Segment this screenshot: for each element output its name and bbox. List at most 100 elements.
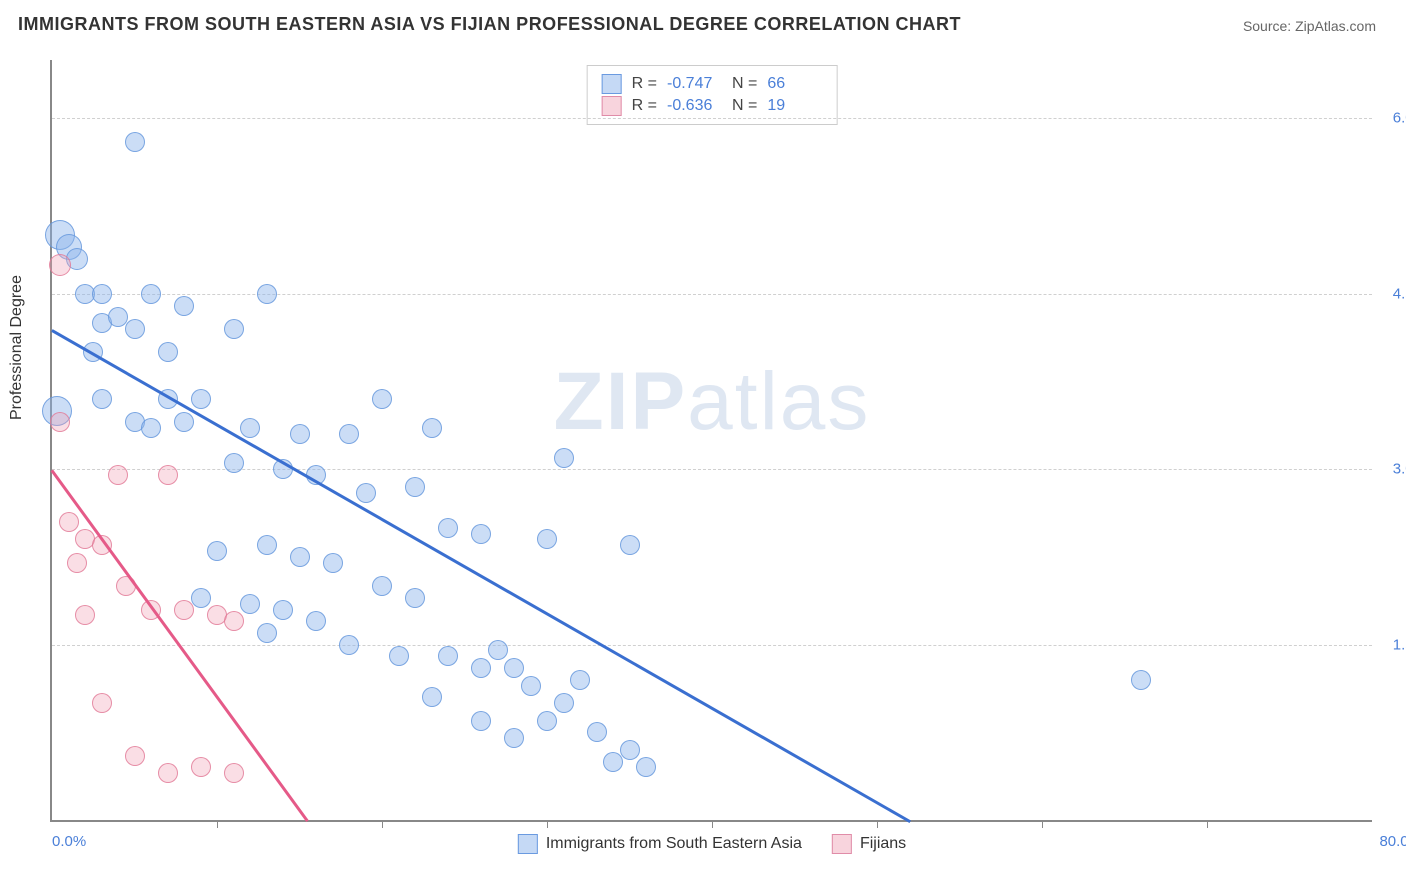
source-value: ZipAtlas.com: [1295, 18, 1376, 34]
data-point: [636, 757, 656, 777]
data-point: [67, 553, 87, 573]
data-point: [125, 319, 145, 339]
gridline: [52, 469, 1372, 470]
data-point: [92, 284, 112, 304]
data-point: [422, 418, 442, 438]
legend-label-blue: Immigrants from South Eastern Asia: [546, 835, 802, 853]
trend-line: [51, 329, 910, 822]
x-tick: [712, 820, 713, 828]
swatch-blue-icon: [518, 834, 538, 854]
data-point: [141, 418, 161, 438]
y-tick-label: 4.5%: [1393, 285, 1406, 302]
trend-line: [51, 470, 309, 822]
data-point: [620, 535, 640, 555]
data-point: [224, 319, 244, 339]
r-value-pink: -0.636: [667, 97, 722, 115]
legend-row-blue: R = -0.747 N = 66: [602, 74, 823, 94]
data-point: [50, 412, 70, 432]
data-point: [356, 483, 376, 503]
watermark: ZIPatlas: [554, 355, 871, 449]
series-legend: Immigrants from South Eastern Asia Fijia…: [518, 834, 906, 854]
x-tick: [1207, 820, 1208, 828]
n-label: N =: [732, 75, 757, 93]
data-point: [554, 693, 574, 713]
data-point: [438, 646, 458, 666]
data-point: [603, 752, 623, 772]
data-point: [257, 623, 277, 643]
data-point: [306, 611, 326, 631]
swatch-pink-icon: [832, 834, 852, 854]
data-point: [521, 676, 541, 696]
data-point: [504, 658, 524, 678]
swatch-blue-icon: [602, 74, 622, 94]
data-point: [240, 594, 260, 614]
data-point: [191, 588, 211, 608]
gridline: [52, 294, 1372, 295]
data-point: [471, 524, 491, 544]
data-point: [389, 646, 409, 666]
data-point: [405, 477, 425, 497]
data-point: [75, 605, 95, 625]
data-point: [92, 389, 112, 409]
y-tick-label: 3.0%: [1393, 461, 1406, 478]
data-point: [339, 424, 359, 444]
data-point: [158, 763, 178, 783]
data-point: [158, 465, 178, 485]
data-point: [290, 424, 310, 444]
source-prefix: Source:: [1243, 18, 1295, 34]
data-point: [125, 746, 145, 766]
x-tick: [1042, 820, 1043, 828]
x-tick: [382, 820, 383, 828]
x-tick: [877, 820, 878, 828]
data-point: [471, 658, 491, 678]
data-point: [207, 541, 227, 561]
swatch-pink-icon: [602, 96, 622, 116]
data-point: [257, 535, 277, 555]
data-point: [59, 512, 79, 532]
x-tick: [547, 820, 548, 828]
data-point: [554, 448, 574, 468]
r-label: R =: [632, 75, 657, 93]
data-point: [438, 518, 458, 538]
data-point: [372, 389, 392, 409]
data-point: [92, 693, 112, 713]
data-point: [273, 600, 293, 620]
data-point: [405, 588, 425, 608]
data-point: [174, 600, 194, 620]
data-point: [339, 635, 359, 655]
n-label: N =: [732, 97, 757, 115]
y-tick-label: 1.5%: [1393, 636, 1406, 653]
data-point: [174, 412, 194, 432]
x-right-label: 80.0%: [1379, 833, 1406, 850]
data-point: [224, 453, 244, 473]
data-point: [504, 728, 524, 748]
gridline: [52, 645, 1372, 646]
chart-source: Source: ZipAtlas.com: [1243, 18, 1376, 34]
data-point: [537, 711, 557, 731]
data-point: [372, 576, 392, 596]
data-point: [158, 342, 178, 362]
y-axis-label: Professional Degree: [8, 275, 26, 420]
data-point: [422, 687, 442, 707]
n-value-pink: 19: [767, 97, 822, 115]
data-point: [141, 284, 161, 304]
data-point: [125, 132, 145, 152]
data-point: [257, 284, 277, 304]
data-point: [191, 757, 211, 777]
data-point: [471, 711, 491, 731]
data-point: [488, 640, 508, 660]
data-point: [323, 553, 343, 573]
legend-row-pink: R = -0.636 N = 19: [602, 96, 823, 116]
data-point: [240, 418, 260, 438]
data-point: [191, 389, 211, 409]
r-label: R =: [632, 97, 657, 115]
data-point: [174, 296, 194, 316]
data-point: [49, 254, 71, 276]
x-tick: [217, 820, 218, 828]
n-value-blue: 66: [767, 75, 822, 93]
data-point: [224, 763, 244, 783]
data-point: [290, 547, 310, 567]
x-left-label: 0.0%: [52, 833, 86, 850]
legend-item-pink: Fijians: [832, 834, 906, 854]
data-point: [537, 529, 557, 549]
